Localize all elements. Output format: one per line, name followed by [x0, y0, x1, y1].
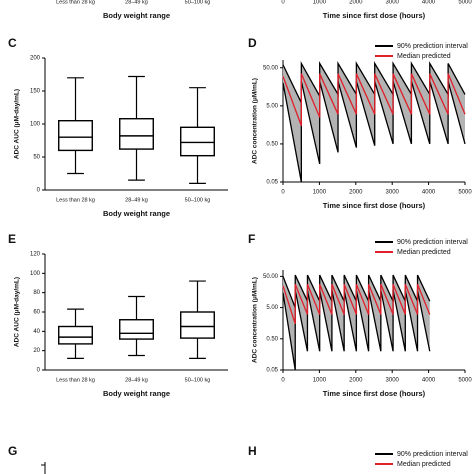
x-tick-label: 5000	[458, 378, 472, 384]
x-tick-label: Less than 28 kg	[56, 0, 95, 5]
x-tick-label: 4000	[422, 0, 436, 6]
x-tick-label: 0	[281, 378, 285, 384]
x-tick-label: 3000	[386, 0, 400, 6]
x-tick-label: 0	[281, 190, 285, 196]
box	[180, 126, 215, 157]
box	[180, 311, 215, 339]
y-tick-label: 0.50	[266, 336, 278, 342]
panel-label: E	[8, 232, 16, 246]
x-tick-label: 5000	[458, 190, 472, 196]
box	[58, 119, 93, 152]
panel-label: H	[248, 444, 257, 458]
x-tick-label: 50–100 kg	[185, 0, 211, 5]
y-tick-label: 50	[33, 155, 40, 161]
legend-label: 90% prediction interval	[397, 239, 468, 246]
y-tick-label: 120	[30, 252, 41, 258]
panel-label: D	[248, 36, 257, 50]
y-tick-label: 0.50	[266, 142, 278, 148]
x-tick-label: 4000	[422, 378, 436, 384]
x-tick-label: 3000	[386, 378, 400, 384]
x-axis-title: Time since first dose (hours)	[323, 389, 426, 398]
y-tick-label: 40	[33, 329, 40, 335]
x-tick-label: 28–49 kg	[125, 197, 148, 203]
x-tick-label: Less than 28 kg	[56, 197, 95, 203]
x-tick-label: 2000	[349, 190, 363, 196]
x-tick-label: 2000	[349, 378, 363, 384]
legend-label: 90% prediction interval	[397, 43, 468, 50]
box	[119, 319, 154, 340]
y-tick-label: 0.05	[266, 180, 278, 186]
legend-label: Median predicted	[397, 249, 451, 256]
y-tick-label: 0	[37, 188, 41, 194]
legend-label: Median predicted	[397, 53, 451, 60]
x-tick-label: 28–49 kg	[125, 377, 148, 383]
y-tick-label: 5.00	[266, 305, 278, 311]
x-tick-label: 3000	[386, 190, 400, 196]
x-tick-label: 50–100 kg	[185, 377, 211, 383]
x-tick-label: 1000	[313, 190, 327, 196]
y-tick-label: 60	[33, 310, 40, 316]
median-line	[282, 73, 466, 126]
panel-label: G	[8, 444, 17, 458]
x-axis-title: Body weight range	[103, 389, 170, 398]
y-tick-label: 200	[30, 56, 41, 62]
y-tick-label: 150	[30, 89, 41, 95]
box	[119, 118, 154, 150]
y-tick-label: 5.00	[266, 103, 278, 109]
x-tick-label: 28–49 kg	[125, 0, 148, 5]
y-tick-label: 100	[30, 271, 41, 277]
y-axis-title: ADC AUC (μM-day/mL)	[14, 89, 21, 159]
x-axis-title: Time since first dose (hours)	[323, 201, 426, 210]
panel-label: C	[8, 36, 17, 50]
x-tick-label: 0	[281, 0, 285, 6]
legend-label: Median predicted	[397, 461, 451, 468]
box	[58, 325, 93, 345]
x-axis-title: Body weight range	[103, 11, 170, 20]
y-axis-title: ADC concentration (μM/mL)	[252, 277, 259, 363]
median-line	[282, 283, 431, 325]
x-axis-title: Body weight range	[103, 209, 170, 218]
x-axis-title: Time since first dose (hours)	[323, 11, 426, 20]
x-tick-label: 4000	[422, 190, 436, 196]
x-tick-label: Less than 28 kg	[56, 377, 95, 383]
y-axis-title: ADC AUC (μM-day/mL)	[14, 277, 21, 347]
x-tick-label: 2000	[349, 0, 363, 6]
legend-label: 90% prediction interval	[397, 451, 468, 458]
y-tick-label: 50.00	[263, 65, 279, 71]
y-tick-label: 20	[33, 348, 40, 354]
y-tick-label: 100	[30, 122, 41, 128]
x-tick-label: 5000	[458, 0, 472, 6]
y-tick-label: 0.05	[266, 368, 278, 374]
y-tick-label: 0	[37, 368, 41, 374]
y-tick-label: 80	[33, 290, 40, 296]
y-axis-title: ADC concentration (μM/mL)	[252, 78, 259, 164]
x-tick-label: 1000	[313, 0, 327, 6]
y-tick-label: 50.00	[263, 274, 279, 280]
panel-label: F	[248, 232, 255, 246]
x-tick-label: 50–100 kg	[185, 197, 211, 203]
x-tick-label: 1000	[313, 378, 327, 384]
